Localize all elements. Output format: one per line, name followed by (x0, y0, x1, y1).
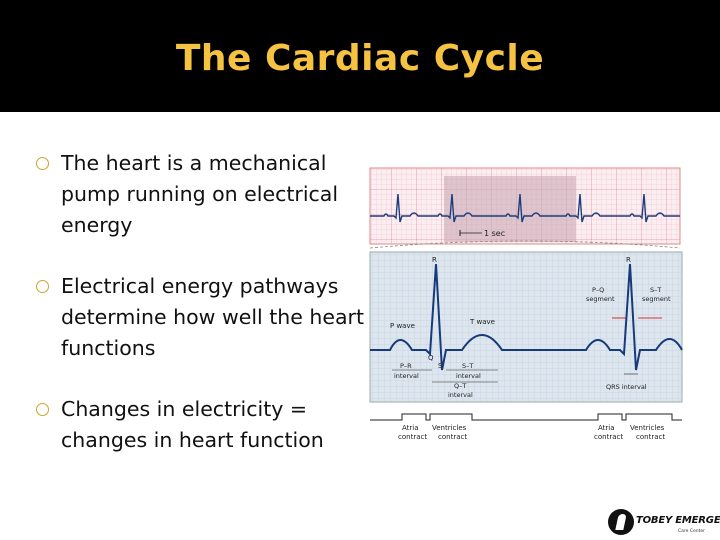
t-wave-label: T wave (469, 318, 495, 326)
qrs-interval-label: QRS interval (606, 383, 647, 391)
ventricles-contract-label: contract (438, 433, 467, 441)
ventricles-contract-label: Ventricles (630, 424, 665, 432)
logo-mark-icon (608, 509, 634, 535)
title-bar: The Cardiac Cycle (0, 0, 720, 112)
s-label: S (438, 362, 443, 370)
bullet-item: Changes in electricity = changes in hear… (36, 394, 366, 456)
highlighted-beat (444, 176, 576, 242)
logo-name: TOBEY EMERGENCY (636, 515, 720, 526)
slide-title: The Cardiac Cycle (175, 38, 545, 79)
q-label: Q (428, 354, 434, 362)
st-interval-label: S–T (462, 362, 473, 370)
atria-contract-label: contract (594, 433, 623, 441)
st-interval-label: interval (456, 372, 481, 380)
rhythm-strip: 1 sec (369, 167, 681, 245)
ventricles-contract-label: Ventricles (432, 424, 467, 432)
tobey-emergency-logo: TOBEY EMERGENCY Care Center (608, 508, 720, 540)
atria-contract-label: contract (398, 433, 427, 441)
pq-segment-label: P–Q (592, 286, 604, 294)
bullet-item: Electrical energy pathways determine how… (36, 271, 366, 364)
st-segment-label: S–T (650, 286, 661, 294)
ecg-diagram: 1 sec R R P wave T wave Q S P–R interval… (369, 167, 683, 441)
ring-bullet-icon (36, 280, 49, 293)
bullet-list: The heart is a mechanical pump running o… (36, 148, 366, 486)
pq-segment-label: segment (586, 295, 615, 303)
p-wave-label: P wave (390, 322, 415, 330)
bullet-text: The heart is a mechanical pump running o… (61, 151, 339, 237)
qt-interval-label: Q–T (454, 382, 466, 390)
ring-bullet-icon (36, 157, 49, 170)
atria-contract-label: Atria (598, 424, 615, 432)
r-peak-label: R (626, 256, 631, 264)
r-peak-label: R (432, 256, 437, 264)
ecg-detail-panel: R R P wave T wave Q S P–R interval S–T i… (369, 251, 683, 403)
bullet-text: Changes in electricity = changes in hear… (61, 397, 324, 452)
atria-contract-label: Atria (402, 424, 419, 432)
st-segment-label: segment (642, 295, 671, 303)
pr-interval-label: interval (394, 372, 419, 380)
logo-subtitle: Care Center (678, 529, 705, 534)
qt-interval-label: interval (448, 391, 473, 399)
contraction-timeline: Atria contract Ventricles contract Atria… (370, 413, 682, 441)
ring-bullet-icon (36, 403, 49, 416)
ventricles-contract-label: contract (636, 433, 665, 441)
bullet-item: The heart is a mechanical pump running o… (36, 148, 366, 241)
one-second-label: 1 sec (484, 229, 505, 238)
pr-interval-label: P–R (400, 362, 412, 370)
bullet-text: Electrical energy pathways determine how… (61, 274, 365, 360)
